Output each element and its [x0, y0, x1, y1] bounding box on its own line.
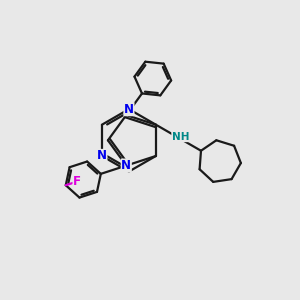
Text: N: N: [121, 159, 131, 172]
Text: N: N: [97, 149, 107, 162]
Text: N: N: [124, 103, 134, 116]
Text: F: F: [73, 175, 81, 188]
Text: NH: NH: [172, 132, 189, 142]
